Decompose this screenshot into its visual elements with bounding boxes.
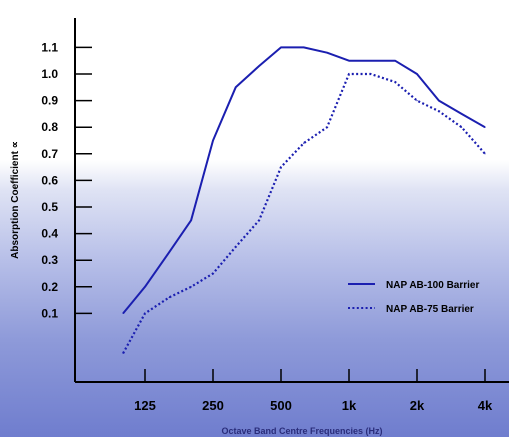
- data-point: [438, 100, 440, 102]
- data-point: [280, 166, 282, 168]
- x-tick: 4k: [478, 369, 493, 413]
- data-point: [258, 219, 260, 221]
- y-tick-label: 0.3: [41, 253, 58, 267]
- data-point: [303, 46, 305, 49]
- y-tick: 0.5: [41, 200, 92, 214]
- y-tick-label: 1.0: [41, 67, 58, 81]
- series-lines: [122, 46, 486, 354]
- data-point: [144, 286, 146, 288]
- data-point: [394, 60, 396, 62]
- x-tick: 500: [270, 369, 292, 413]
- data-point: [348, 60, 350, 62]
- y-tick: 0.6: [41, 173, 92, 187]
- data-point: [416, 73, 418, 75]
- x-tick: 1k: [342, 369, 357, 413]
- data-point: [235, 86, 237, 88]
- x-tick: 2k: [410, 369, 425, 413]
- y-tick-label: 0.1: [41, 306, 58, 320]
- legend-label: NAP AB-100 Barrier: [386, 280, 479, 291]
- data-point: [484, 153, 486, 155]
- y-tick: 1.1: [41, 40, 92, 54]
- data-point: [144, 312, 146, 314]
- data-point: [122, 352, 124, 354]
- y-tick-label: 0.2: [41, 280, 58, 294]
- data-point: [212, 139, 214, 142]
- y-tick-label: 0.9: [41, 94, 58, 108]
- legend-label: NAP AB-75 Barrier: [386, 304, 474, 315]
- y-tick: 0.4: [41, 227, 92, 241]
- data-point: [235, 246, 237, 248]
- data-point: [416, 100, 418, 102]
- data-point: [190, 219, 192, 221]
- data-point: [438, 110, 440, 112]
- data-point: [394, 81, 396, 83]
- data-point: [460, 113, 463, 115]
- legend-item: NAP AB-100 Barrier: [348, 280, 479, 291]
- data-point: [326, 52, 328, 54]
- y-tick-label: 0.8: [41, 120, 58, 134]
- x-axis-title: Octave Band Centre Frequencies (Hz): [221, 426, 382, 436]
- x-tick: 250: [202, 369, 224, 413]
- x-tick-label: 125: [134, 398, 156, 413]
- legend: NAP AB-100 Barrier NAP AB-75 Barrier: [348, 280, 479, 315]
- y-tick-label: 0.7: [41, 147, 58, 161]
- data-point: [348, 73, 350, 75]
- data-point: [484, 126, 486, 128]
- data-point: [168, 251, 170, 253]
- data-point: [326, 126, 328, 128]
- data-point: [280, 46, 282, 49]
- y-tick: 1.0: [41, 67, 92, 81]
- series-line-1: [122, 46, 486, 315]
- y-tick-label: 0.4: [41, 227, 58, 241]
- data-point: [190, 286, 192, 288]
- y-ticks: 0.1 0.2 0.3 0.4 0.5 0.6 0.7 0.8 0.9 1.0 1.1: [41, 40, 92, 320]
- y-tick-label: 0.6: [41, 173, 58, 187]
- data-point: [168, 296, 170, 299]
- y-tick-label: 1.1: [41, 40, 58, 54]
- x-tick-label: 1k: [342, 398, 357, 413]
- data-point: [258, 65, 260, 67]
- y-tick: 0.7: [41, 147, 92, 161]
- data-point: [303, 142, 305, 144]
- x-tick: 125: [134, 369, 156, 413]
- x-tick-label: 250: [202, 398, 224, 413]
- y-tick: 0.1: [41, 306, 92, 320]
- x-tick-label: 4k: [478, 398, 493, 413]
- y-tick: 0.2: [41, 280, 92, 294]
- data-point: [370, 60, 372, 62]
- data-point: [460, 126, 463, 128]
- y-tick: 0.3: [41, 253, 92, 267]
- x-tick-label: 500: [270, 398, 292, 413]
- y-tick: 0.9: [41, 94, 92, 108]
- data-point: [370, 73, 372, 75]
- x-tick-label: 2k: [410, 398, 425, 413]
- y-axis-title: Absorption Coefficient ∝: [10, 141, 21, 259]
- axes: [74, 18, 509, 383]
- y-tick-label: 0.5: [41, 200, 58, 214]
- data-point: [212, 272, 214, 275]
- data-point: [122, 312, 124, 314]
- legend-item: NAP AB-75 Barrier: [348, 304, 474, 315]
- y-tick: 0.8: [41, 120, 92, 134]
- x-ticks: 125 250 500 1k 2k 4k: [134, 369, 493, 413]
